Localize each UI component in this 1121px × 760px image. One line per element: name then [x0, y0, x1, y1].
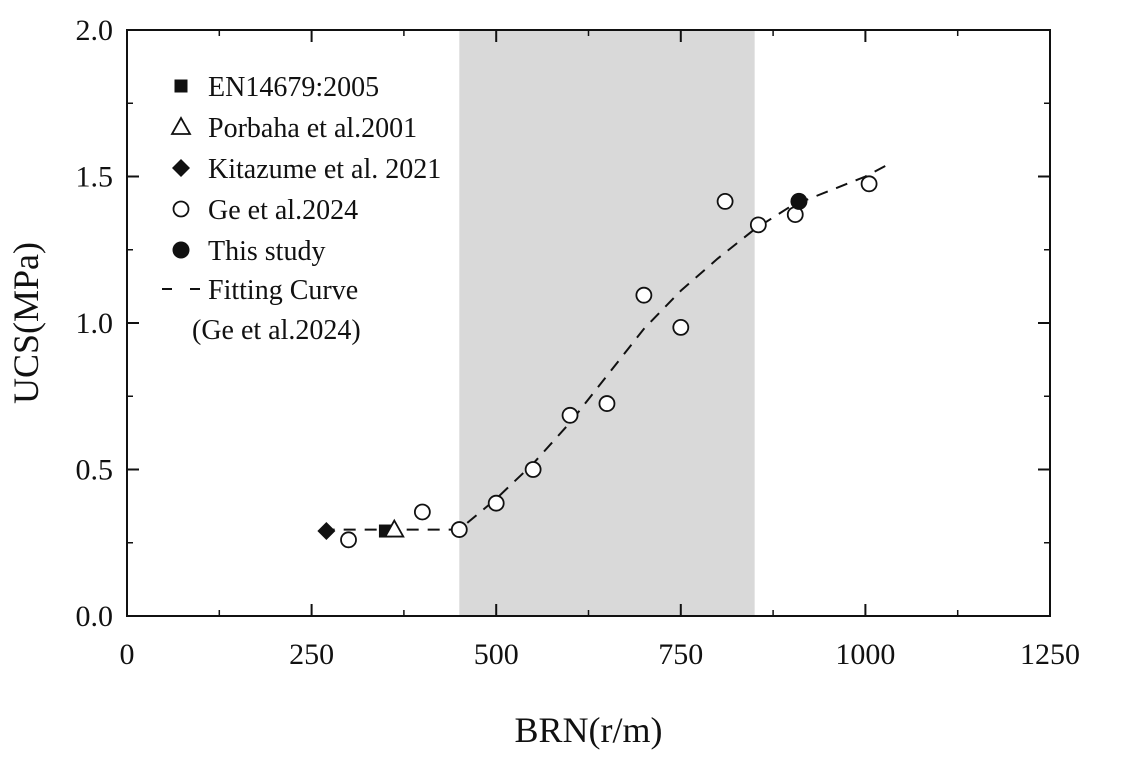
x-tick-label: 1250 — [1020, 638, 1080, 671]
y-tick-label: 0.0 — [76, 600, 114, 633]
data-point-series-3 — [860, 175, 878, 193]
data-point-series-3 — [716, 193, 734, 210]
legend-marker-3 — [172, 200, 190, 218]
data-point-series-3 — [487, 494, 505, 512]
x-tick-label: 250 — [289, 638, 334, 671]
data-point-series-3 — [561, 406, 579, 424]
legend-fit-label: Fitting Curve — [208, 275, 358, 306]
y-tick-label: 2.0 — [76, 14, 114, 47]
x-tick-label: 500 — [474, 638, 519, 671]
legend-marker-4 — [172, 241, 190, 259]
data-point-series-1 — [383, 518, 405, 538]
y-axis-title: UCS(MPa) — [6, 242, 46, 404]
plot-area: 0 250 500 750 1000 1250 0.0 0.5 1.0 1.5 2.0 — [76, 14, 1081, 671]
legend-label-1: Porbaha et al.2001 — [208, 113, 417, 144]
x-axis-title: BRN(r/m) — [515, 710, 663, 750]
data-point-series-3 — [340, 531, 357, 549]
fit-curve — [322, 163, 889, 531]
legend-marker-2 — [172, 159, 190, 177]
y-tick-label: 0.5 — [76, 454, 114, 487]
y-tick-label: 1.5 — [76, 161, 114, 194]
legend-label-2: Kitazume et al. 2021 — [208, 154, 441, 185]
data-point-series-3 — [524, 461, 542, 478]
x-tick-label: 1000 — [835, 638, 895, 671]
legend-label-4: This study — [208, 236, 325, 267]
shaded-region — [459, 30, 755, 616]
legend-marker-1 — [170, 116, 192, 135]
data-point-series-3 — [413, 503, 431, 521]
x-tick-label: 0 — [120, 638, 135, 671]
x-tick-label: 750 — [658, 638, 703, 671]
data-point-series-3 — [450, 521, 468, 538]
data-point-series-3 — [672, 318, 690, 336]
data-point-series-3 — [749, 216, 767, 234]
legend-label-3: Ge et al.2024 — [208, 195, 358, 226]
y-tick-label: 1.0 — [76, 307, 114, 340]
legend-label-0: EN14679:2005 — [208, 72, 379, 103]
legend: EN14679:2005 Porbaha et al.2001 Kitazume e… — [162, 72, 441, 346]
legend-fit-label-line2: (Ge et al.2024) — [192, 315, 361, 346]
data-point-series-3 — [635, 286, 653, 304]
data-point-series-3 — [598, 395, 616, 412]
legend-marker-0 — [174, 79, 188, 93]
data-point-series-2 — [317, 522, 336, 541]
data-point-series-4 — [790, 192, 808, 210]
